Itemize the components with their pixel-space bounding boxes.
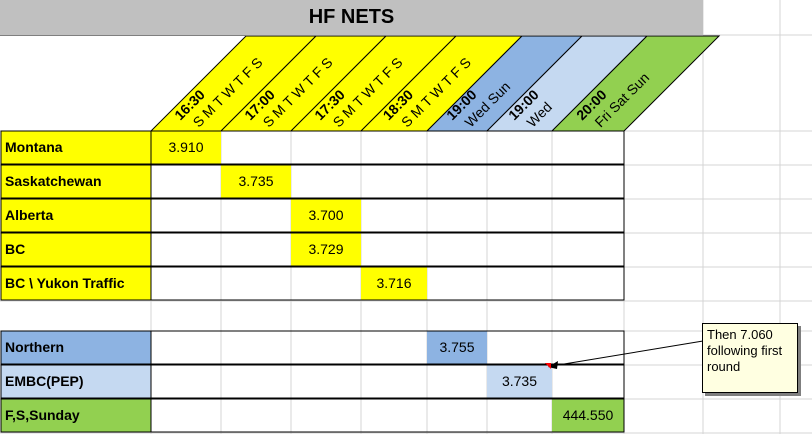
frequency-cell-fill — [552, 399, 624, 432]
frequency-cell-fill — [151, 131, 221, 164]
frequency-cell-fill — [427, 331, 487, 364]
frequency-cell[interactable]: 3.910 — [168, 139, 204, 155]
net-name-cell[interactable]: F,S,Sunday — [5, 407, 80, 423]
row-label-fill — [1, 267, 151, 300]
frequency-cell-fill — [221, 165, 291, 198]
frequency-cell[interactable]: 3.755 — [439, 339, 475, 355]
row-label-fill — [1, 365, 151, 398]
row-label-fill — [1, 331, 151, 364]
frequency-cell-fill — [361, 267, 427, 300]
row-label-fill — [1, 233, 151, 266]
net-name-cell[interactable]: Saskatchewan — [5, 173, 102, 189]
row-data-border — [150, 364, 625, 399]
comment-arrow — [551, 340, 704, 367]
row-data-border — [150, 232, 625, 267]
row-data-border — [150, 398, 625, 433]
cell-comment[interactable]: Then 7.060 following first round — [702, 323, 798, 393]
row-label-fill — [1, 199, 151, 232]
row-data-border — [150, 198, 625, 233]
cell-comment-text: Then 7.060 following first round — [707, 327, 783, 374]
net-name-cell[interactable]: BC — [5, 241, 26, 257]
row-label-fill — [1, 131, 151, 164]
net-name-cell[interactable]: BC \ Yukon Traffic — [5, 275, 125, 291]
frequency-cell[interactable]: 3.735 — [238, 173, 274, 189]
row-data-border — [150, 330, 625, 365]
net-name-cell[interactable]: Northern — [5, 339, 65, 355]
comment-indicator-icon[interactable] — [545, 363, 551, 369]
frequency-cell-fill — [291, 233, 361, 266]
frequency-cell[interactable]: 3.716 — [376, 275, 412, 291]
frequency-cell[interactable]: 3.735 — [501, 373, 538, 389]
row-data-border — [150, 130, 625, 165]
frequency-cell-fill — [487, 365, 552, 398]
row-data-border — [150, 266, 625, 301]
frequency-cell[interactable]: 3.700 — [308, 207, 344, 223]
row-data-border — [150, 164, 625, 199]
frequency-cell[interactable]: 444.550 — [562, 407, 614, 423]
frequency-cell[interactable]: 3.729 — [308, 241, 344, 257]
frequency-cell-fill — [291, 199, 361, 232]
net-name-cell[interactable]: EMBC(PEP) — [5, 373, 84, 389]
net-name-cell[interactable]: Alberta — [5, 207, 54, 223]
sheet-title: HF NETS — [0, 0, 703, 36]
row-label-fill — [1, 399, 151, 432]
row-label-fill — [1, 165, 151, 198]
net-name-cell[interactable]: Montana — [5, 139, 63, 155]
